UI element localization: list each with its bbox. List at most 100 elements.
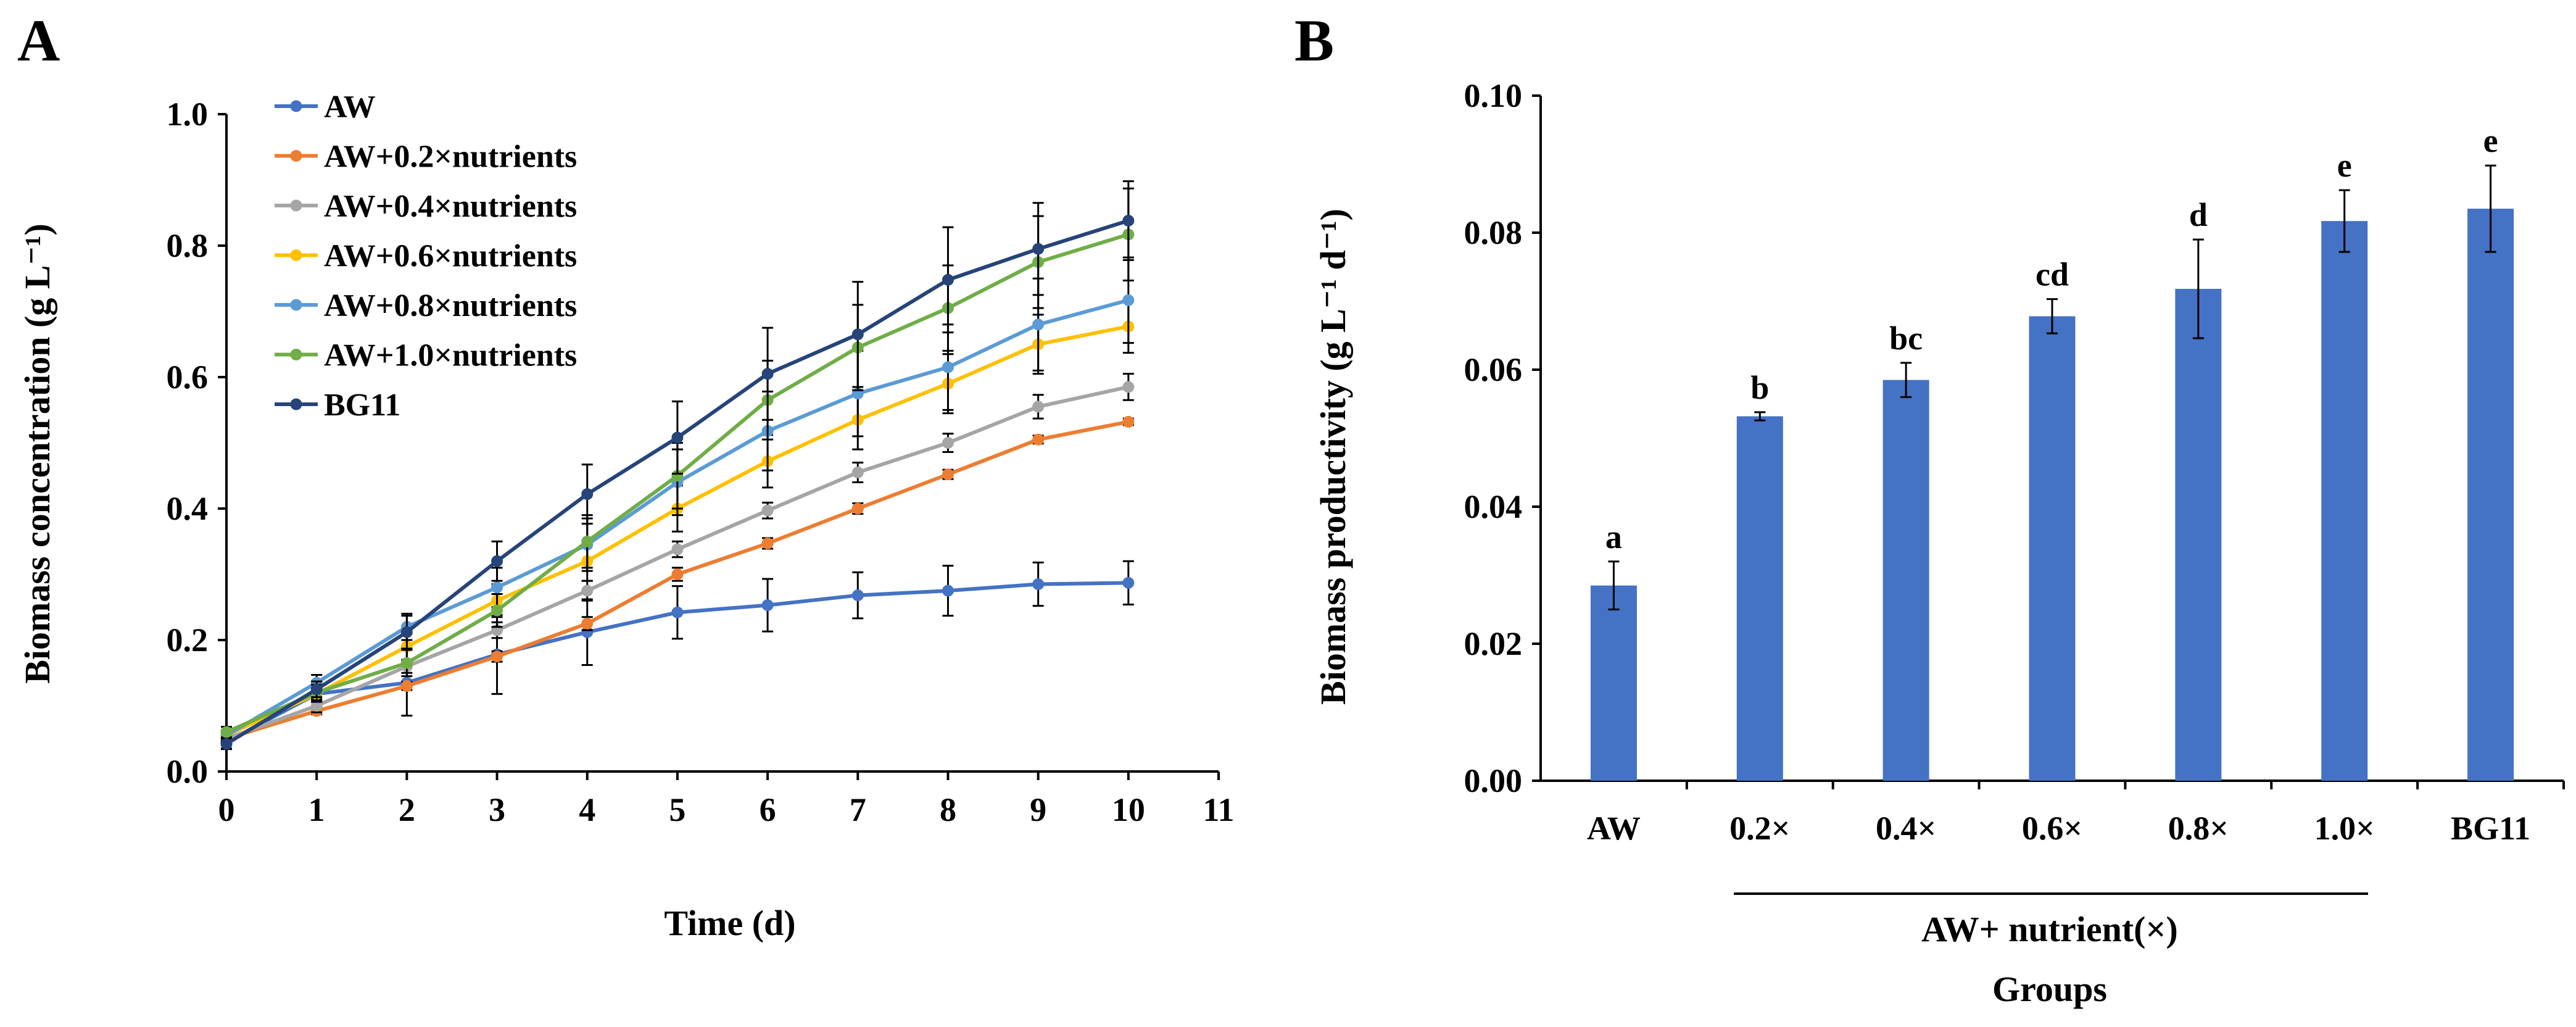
- data-point: [851, 328, 864, 341]
- panel-b-x-tick-label: 0.4×: [1876, 810, 1936, 847]
- panel-b-x-tick-label: BG11: [2451, 810, 2530, 847]
- legend-swatch-marker: [290, 299, 302, 311]
- bar: [1736, 416, 1783, 781]
- data-point: [400, 657, 413, 669]
- legend-label: AW: [324, 89, 376, 125]
- data-point: [581, 626, 594, 638]
- data-point: [851, 589, 864, 602]
- data-point: [671, 606, 684, 618]
- data-point: [220, 738, 233, 750]
- data-point: [220, 726, 233, 738]
- bar: [2029, 316, 2076, 781]
- significance-letter: d: [2189, 196, 2208, 233]
- series-0: [220, 560, 1135, 750]
- bar: [2467, 209, 2514, 781]
- bar-group: a AW: [1587, 518, 1641, 847]
- data-point: [1122, 415, 1135, 428]
- legend-label: AW+0.6×nutrients: [324, 239, 577, 274]
- data-point: [671, 431, 684, 444]
- legend-item: AW+0.2×nutrients: [275, 139, 577, 175]
- significance-letter: cd: [2036, 256, 2069, 293]
- panel-a-x-tick-label: 1: [309, 791, 325, 828]
- panel-a: A Biomass concentration (g L⁻¹) Time (d)…: [17, 7, 1235, 943]
- significance-letter: a: [1605, 518, 1622, 555]
- panel-b-y-tick-label: 0.06: [1464, 351, 1523, 388]
- panel-a-x-tick-label: 9: [1030, 791, 1046, 828]
- panel-a-x-tick-label: 10: [1112, 791, 1145, 828]
- data-point: [1032, 243, 1045, 255]
- panel-b: B Biomass productivity (g L⁻¹ d⁻¹) 0.00 0…: [1294, 7, 2565, 1009]
- panel-a-label: A: [17, 7, 60, 73]
- panel-b-label: B: [1294, 7, 1334, 73]
- panel-b-y-tick-label: 0.00: [1464, 762, 1523, 799]
- significance-letter: b: [1750, 369, 1769, 406]
- panel-a-x-tick-label: 5: [669, 791, 685, 828]
- bar: [2175, 289, 2222, 781]
- bar: [2321, 221, 2368, 781]
- data-point: [671, 470, 684, 482]
- legend-label: BG11: [324, 388, 400, 423]
- legend-swatch-marker: [290, 249, 302, 261]
- data-point: [942, 273, 954, 286]
- data-point: [1122, 576, 1135, 589]
- data-point: [581, 488, 594, 501]
- panel-b-y-tick-label: 0.04: [1464, 488, 1523, 525]
- data-point: [671, 543, 684, 555]
- legend-swatch-marker: [290, 199, 302, 212]
- legend-label: AW+0.4×nutrients: [324, 189, 577, 224]
- data-point: [942, 437, 954, 449]
- data-point: [400, 626, 413, 638]
- legend-item: BG11: [275, 388, 400, 423]
- panel-b-y-tick-label: 0.10: [1464, 77, 1523, 114]
- data-point: [310, 683, 323, 696]
- data-point: [671, 568, 684, 580]
- data-point: [581, 584, 594, 597]
- panel-a-x-tick-label: 8: [940, 791, 956, 828]
- bar-group: e BG11: [2451, 122, 2530, 847]
- panel-b-y-tick-label: 0.02: [1464, 625, 1523, 662]
- data-point: [400, 680, 413, 692]
- data-point: [1122, 215, 1135, 227]
- bar-group: d 0.8×: [2168, 196, 2229, 847]
- panel-a-y-tick-label: 0.4: [167, 490, 209, 527]
- significance-letter: bc: [1889, 320, 1923, 357]
- legend-swatch-marker: [290, 100, 302, 112]
- legend-item: AW: [275, 89, 376, 125]
- data-point: [310, 700, 323, 712]
- panel-b-x-tick-label: 0.2×: [1729, 810, 1790, 847]
- data-point: [851, 502, 864, 515]
- data-point: [1032, 401, 1045, 413]
- bar-group: e 1.0×: [2314, 147, 2375, 847]
- legend-swatch-marker: [290, 398, 302, 410]
- bar-group: b 0.2×: [1729, 369, 1790, 847]
- data-point: [1032, 433, 1045, 446]
- panel-a-x-tick-label: 0: [218, 791, 235, 828]
- panel-a-y-tick-label: 0.6: [167, 359, 209, 396]
- legend-item: AW+0.6×nutrients: [275, 239, 577, 274]
- significance-letter: e: [2337, 147, 2352, 184]
- panel-a-x-tick-label: 3: [489, 791, 505, 828]
- panel-b-y-tick-label: 0.08: [1464, 214, 1523, 251]
- panel-b-x-tick-label: 1.0×: [2314, 810, 2375, 847]
- panel-a-y-tick-label: 0.0: [167, 753, 209, 790]
- legend-item: AW+1.0×nutrients: [275, 338, 577, 373]
- series-6: [220, 180, 1135, 750]
- legend-item: AW+0.4×nutrients: [275, 189, 577, 224]
- data-point: [1032, 578, 1045, 590]
- panel-a-x-tick-label: 7: [850, 791, 866, 828]
- panel-b-x-tick-label: 0.8×: [2168, 810, 2229, 847]
- legend-item: AW+0.8×nutrients: [275, 288, 577, 323]
- data-point: [942, 584, 954, 597]
- data-point: [851, 466, 864, 478]
- legend-label: AW+0.8×nutrients: [324, 288, 577, 323]
- panel-a-y-tick-label: 0.8: [167, 227, 209, 264]
- data-point: [581, 617, 594, 630]
- bar-group: bc 0.4×: [1876, 320, 1936, 847]
- legend-swatch-marker: [290, 150, 302, 162]
- bar: [1882, 380, 1929, 781]
- panel-a-x-tick-label: 6: [760, 791, 776, 828]
- data-point: [491, 581, 503, 594]
- data-point: [1122, 294, 1135, 306]
- data-point: [1122, 381, 1135, 393]
